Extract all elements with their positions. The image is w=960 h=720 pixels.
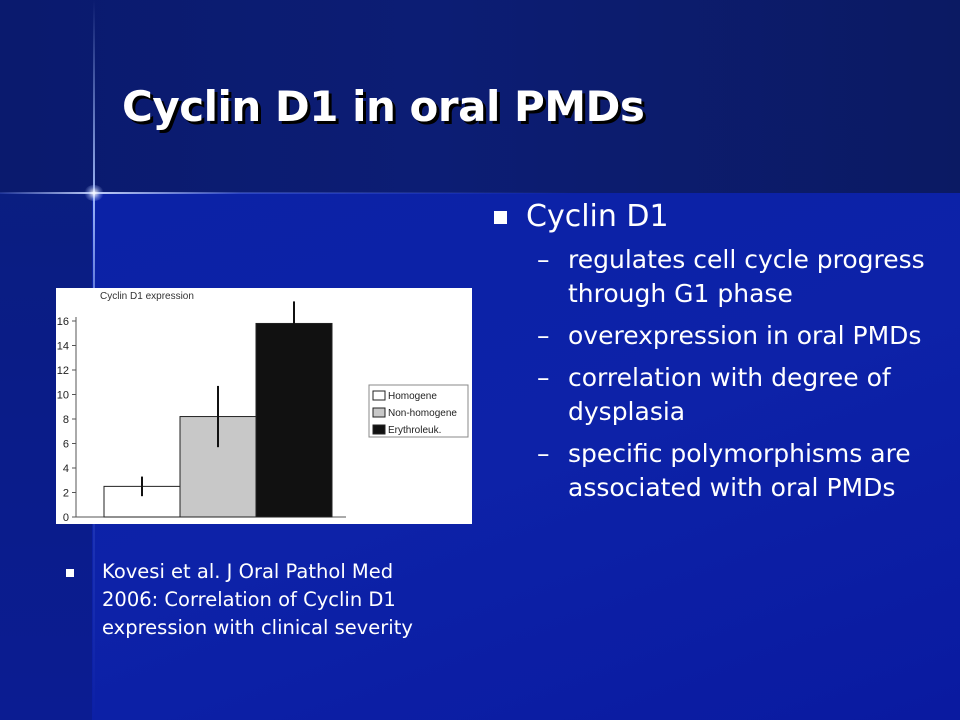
sub-bullet-text: correlation with degree of dysplasia [568,363,891,426]
legend-swatch [372,407,386,418]
sub-bullet-text: regulates cell cycle progress through G1… [568,245,925,308]
bar-chart: Cyclin D1 expression 0 2 4 6 8 10 12 14 16 Homogen… [56,288,472,524]
slide-title: Cyclin D1 in oral PMDs [122,82,645,131]
dash-bullet-icon: – [537,363,550,392]
caption-text: Kovesi et al. J Oral Pathol Med 2006: Co… [102,560,413,639]
sparkle-horizontal-line [0,192,960,194]
sub-bullet: – specific polymorphisms are associated … [492,437,948,505]
y-tick-label: 16 [57,316,69,328]
square-bullet-icon [66,569,74,577]
bullet-list: Cyclin D1 – regulates cell cycle progres… [492,195,952,513]
dash-bullet-icon: – [537,321,550,350]
square-bullet-icon [494,211,507,224]
y-tick-label: 8 [63,414,69,426]
dash-bullet-icon: – [537,439,550,468]
y-tick-label: 0 [63,512,69,524]
legend-swatch [372,424,386,435]
main-bullet: Cyclin D1 [492,195,952,239]
bar-erythroleuk [255,322,333,518]
background-top-band [0,0,960,193]
sub-bullet-list: – regulates cell cycle progress through … [492,243,952,505]
sub-bullet: – correlation with degree of dysplasia [492,361,948,429]
main-bullet-text: Cyclin D1 [526,199,669,234]
sub-bullet-text: overexpression in oral PMDs [568,321,922,350]
y-tick-label: 10 [57,390,69,402]
y-tick-label: 14 [57,341,69,353]
legend-swatch [372,390,386,401]
y-tick-label: 2 [63,488,69,500]
sparkle-icon [84,185,104,201]
citation-caption: Kovesi et al. J Oral Pathol Med 2006: Co… [66,558,426,642]
bar-chart-svg: Cyclin D1 expression 0 2 4 6 8 10 12 14 16 Homogen… [57,291,469,524]
sub-bullet: – overexpression in oral PMDs [492,319,948,353]
chart-title: Cyclin D1 expression [100,291,194,302]
sub-bullet-text: specific polymorphisms are associated wi… [568,439,911,502]
y-tick-label: 6 [63,439,69,451]
legend-label: Non-homogene [388,408,457,419]
y-tick-label: 12 [57,365,69,377]
y-tick-label: 4 [63,463,69,475]
legend-label: Homogene [388,391,437,402]
sub-bullet: – regulates cell cycle progress through … [492,243,948,311]
dash-bullet-icon: – [537,245,550,274]
legend-label: Erythroleuk. [388,425,441,436]
